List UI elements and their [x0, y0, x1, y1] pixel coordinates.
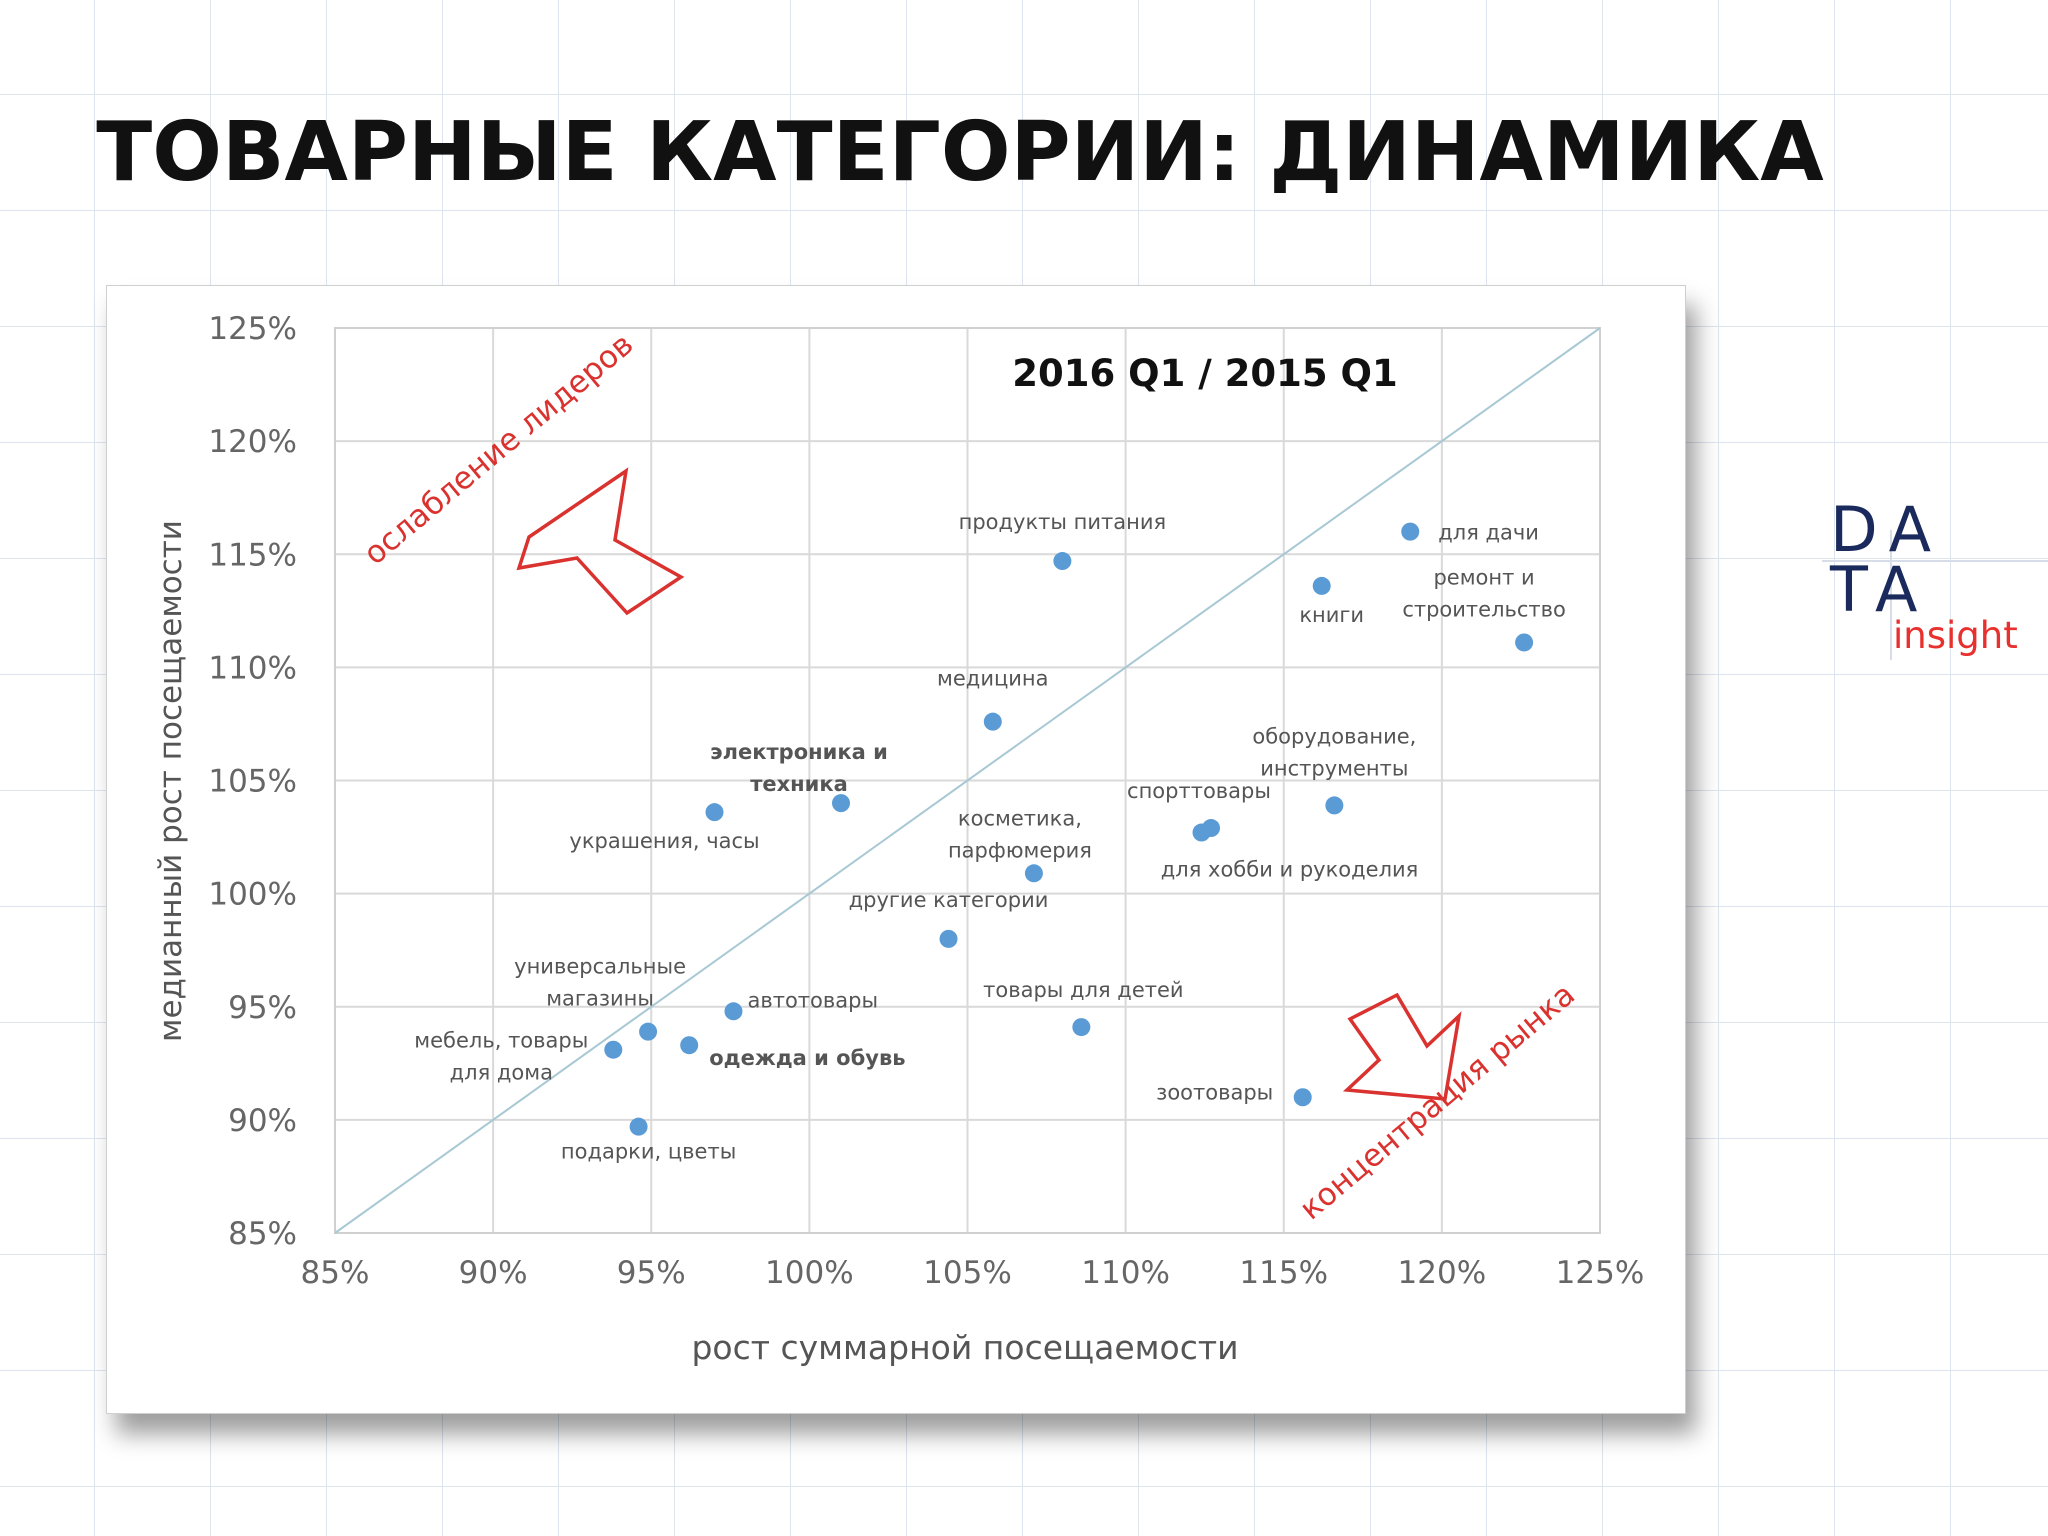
point-label: спорттовары [1127, 779, 1271, 803]
x-tick-label: 115% [1239, 1255, 1328, 1291]
point-label: подарки, цветы [561, 1140, 736, 1164]
x-tick-label: 125% [1556, 1255, 1645, 1291]
point-label: для хобби и рукоделия [1161, 858, 1419, 882]
y-axis-label: медианный рост посещаемости [153, 520, 189, 1042]
data-point [832, 794, 850, 813]
data-point [1293, 1088, 1312, 1107]
point-label: зоотовары [1156, 1080, 1273, 1104]
plot-frame [334, 327, 1601, 1234]
data-points [604, 522, 1534, 1136]
point-label: для дачи [1438, 521, 1539, 545]
logo-divider [1822, 560, 2048, 562]
point-label: оборудование, инструменты [1252, 724, 1416, 780]
point-label: продукты питания [959, 510, 1167, 534]
y-tick-label: 85% [228, 1216, 297, 1252]
x-tick-label: 90% [459, 1255, 528, 1291]
point-label: одежда и обувь [709, 1046, 905, 1070]
tick-labels: 85% 90% 95% 100% 105% 110% 115% 120% 125% 125% 120… [208, 311, 1644, 1291]
y-tick-label: 90% [228, 1103, 297, 1139]
y-tick-label: 110% [208, 650, 297, 686]
y-tick-label: 120% [208, 424, 297, 460]
data-point [1401, 522, 1420, 541]
data-point [939, 929, 958, 948]
data-point [1024, 864, 1043, 883]
x-tick-label: 120% [1398, 1255, 1487, 1291]
point-label: мебель, товары для дома [414, 1029, 588, 1085]
data-point [1072, 1018, 1091, 1037]
logo: DA TA [1830, 493, 1944, 626]
point-label: медицина [937, 667, 1048, 691]
logo-line-2: TA [1830, 553, 1930, 626]
annotation-concentration: концентрация рынка [1293, 976, 1582, 1227]
chart-card: 85% 90% 95% 100% 105% 110% 115% 120% 125% 125% 120… [106, 285, 1686, 1414]
data-point [1312, 576, 1331, 595]
point-labels: продукты питания для дачи книги ремонт и стр… [414, 510, 1566, 1164]
y-tick-label: 115% [208, 537, 297, 573]
data-point [604, 1040, 623, 1059]
y-tick-label: 105% [208, 764, 297, 800]
data-point [1192, 823, 1211, 842]
arrow-down-right-icon [1342, 992, 1462, 1101]
y-tick-label: 100% [208, 877, 297, 913]
y-tick-label: 95% [228, 990, 297, 1026]
point-label: универсальные магазины [514, 955, 686, 1011]
data-point [1053, 552, 1072, 571]
point-label: книги [1299, 603, 1364, 627]
point-label: косметика, парфюмерия [948, 806, 1092, 862]
data-point [983, 712, 1002, 731]
annotation-leaders: ослабление лидеров [357, 326, 640, 572]
point-label: электроника и техника [710, 740, 888, 796]
point-label: другие категории [849, 888, 1049, 912]
arrow-up-left-icon [516, 467, 685, 616]
x-axis-label: рост суммарной посещаемости [691, 1328, 1238, 1367]
data-point [705, 803, 724, 822]
x-tick-label: 110% [1081, 1255, 1170, 1291]
x-tick-label: 95% [617, 1255, 686, 1291]
data-point [680, 1036, 699, 1055]
logo-word: insight [1893, 614, 2018, 657]
point-label: товары для детей [983, 978, 1183, 1002]
logo-line-1: DA [1830, 493, 1944, 566]
x-tick-label: 85% [301, 1255, 370, 1291]
data-point [639, 1022, 658, 1041]
point-label: украшения, часы [569, 829, 759, 853]
chart-title: 2016 Q1 / 2015 Q1 [1012, 352, 1397, 395]
data-point [629, 1117, 648, 1136]
x-tick-label: 100% [765, 1255, 854, 1291]
data-point [1325, 796, 1344, 815]
scatter-chart: 85% 90% 95% 100% 105% 110% 115% 120% 125% 125% 120… [153, 311, 1644, 1367]
point-label: ремонт и строительство [1402, 565, 1566, 621]
data-point [1515, 633, 1534, 652]
slide-title: ТОВАРНЫЕ КАТЕГОРИИ: ДИНАМИКА [96, 105, 1824, 200]
data-point [724, 1002, 743, 1021]
y-tick-label: 125% [208, 311, 297, 347]
diagonal-line [334, 327, 1601, 1234]
logo-divider-vertical [1890, 530, 1892, 660]
point-label: автотовары [747, 988, 878, 1012]
x-tick-label: 105% [923, 1255, 1012, 1291]
